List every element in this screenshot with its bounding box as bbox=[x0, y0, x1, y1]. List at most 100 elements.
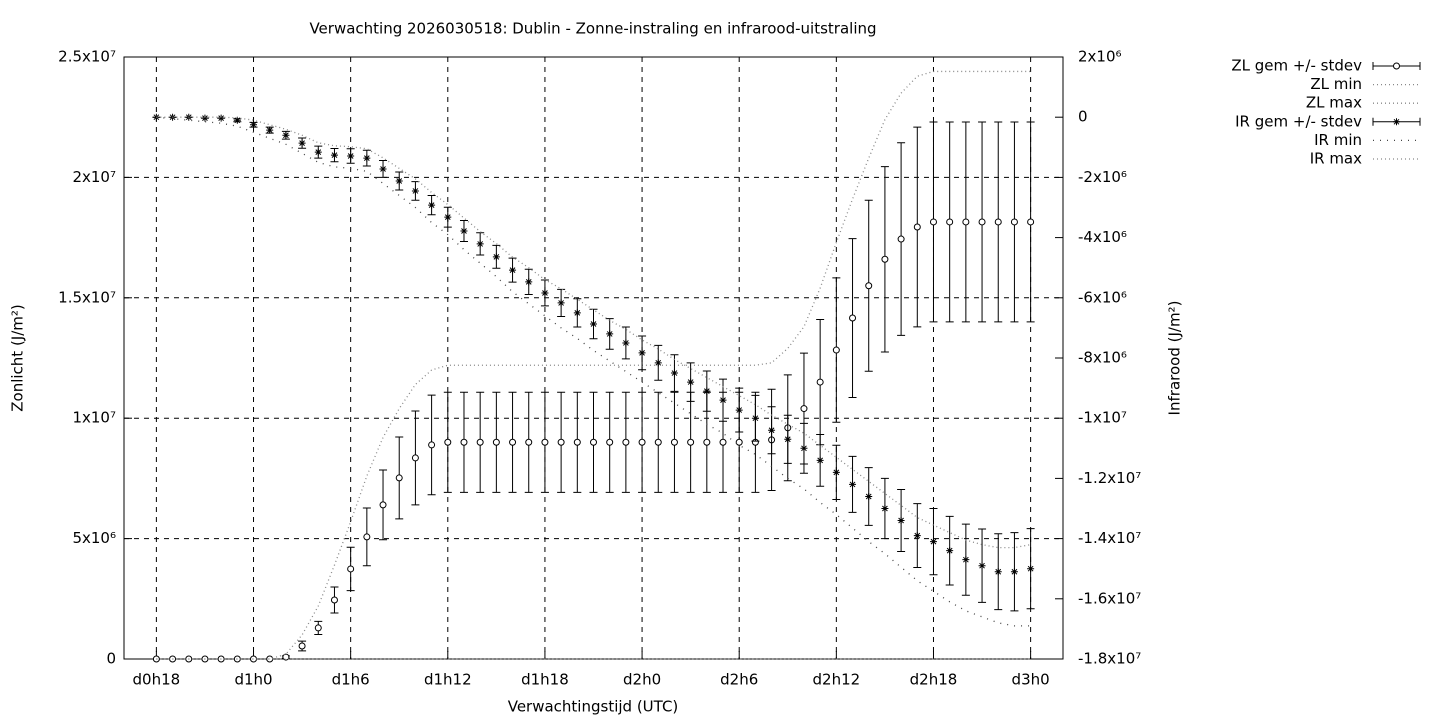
marker bbox=[509, 438, 517, 446]
marker bbox=[946, 218, 954, 226]
marker bbox=[379, 501, 387, 509]
marker bbox=[800, 405, 808, 413]
y2-tick-label: -4x10⁶ bbox=[1078, 228, 1127, 246]
y2-tick-label: -8x10⁶ bbox=[1078, 349, 1127, 367]
marker bbox=[687, 378, 695, 386]
y-tick-label: 5x10⁶ bbox=[72, 529, 116, 547]
marker bbox=[476, 438, 484, 446]
marker bbox=[379, 165, 387, 173]
marker bbox=[541, 289, 549, 297]
legend-marker bbox=[1393, 62, 1400, 70]
marker bbox=[395, 177, 403, 185]
marker bbox=[897, 235, 905, 243]
chart-title: Verwachting 2026030518: Dublin - Zonne-i… bbox=[309, 20, 876, 38]
y-axis-label: Zonlicht (J/m²) bbox=[9, 304, 27, 412]
x-tick-label: d1h0 bbox=[234, 671, 272, 689]
x-tick-label: d0h18 bbox=[133, 671, 181, 689]
marker bbox=[1027, 565, 1035, 573]
marker bbox=[152, 113, 160, 121]
marker bbox=[395, 474, 403, 482]
marker bbox=[638, 349, 646, 357]
marker bbox=[849, 480, 857, 488]
marker bbox=[962, 556, 970, 564]
marker bbox=[622, 438, 630, 446]
marker bbox=[411, 187, 419, 195]
marker bbox=[250, 121, 258, 129]
x-tick-label: d1h6 bbox=[332, 671, 370, 689]
y2-tick-label: -1.8x10⁷ bbox=[1078, 650, 1141, 668]
marker bbox=[735, 406, 743, 414]
marker bbox=[557, 438, 565, 446]
marker bbox=[282, 653, 290, 661]
marker bbox=[573, 438, 581, 446]
marker bbox=[865, 282, 873, 290]
marker bbox=[509, 266, 517, 274]
marker bbox=[460, 438, 468, 446]
marker bbox=[557, 299, 565, 307]
marker bbox=[347, 152, 355, 160]
legend-label: IR min bbox=[1314, 131, 1362, 149]
marker bbox=[330, 151, 338, 159]
marker bbox=[849, 314, 857, 322]
legend-label: IR max bbox=[1310, 150, 1362, 168]
marker bbox=[929, 538, 937, 546]
marker bbox=[444, 438, 452, 446]
marker bbox=[590, 320, 597, 328]
y-tick-label: 2x10⁷ bbox=[72, 168, 116, 186]
marker bbox=[638, 438, 646, 446]
marker bbox=[654, 359, 662, 367]
y2-axis-label: Infrarood (J/m²) bbox=[1166, 301, 1184, 416]
marker bbox=[233, 116, 241, 124]
marker bbox=[525, 438, 533, 446]
marker bbox=[703, 387, 711, 395]
marker bbox=[217, 114, 225, 122]
marker bbox=[929, 218, 937, 226]
series-line bbox=[156, 116, 1031, 549]
x-tick-label: d3h0 bbox=[1012, 671, 1050, 689]
marker bbox=[444, 213, 452, 221]
marker bbox=[784, 435, 792, 443]
series-line bbox=[156, 116, 1031, 627]
marker bbox=[832, 346, 840, 354]
marker bbox=[719, 438, 727, 446]
marker bbox=[428, 441, 436, 449]
y2-tick-label: -6x10⁶ bbox=[1078, 288, 1127, 306]
marker bbox=[719, 396, 727, 404]
marker bbox=[670, 438, 678, 446]
marker bbox=[994, 218, 1002, 226]
x-tick-label: d2h12 bbox=[813, 671, 861, 689]
x-axis-label: Verwachtingstijd (UTC) bbox=[508, 698, 679, 716]
y2-tick-label: -2x10⁶ bbox=[1078, 168, 1127, 186]
y-tick-label: 0 bbox=[106, 650, 116, 668]
x-tick-label: d1h12 bbox=[424, 671, 472, 689]
marker bbox=[298, 642, 306, 650]
series-line bbox=[156, 70, 1031, 660]
marker bbox=[946, 547, 954, 555]
marker bbox=[670, 369, 678, 377]
y2-tick-label: -1.2x10⁷ bbox=[1078, 469, 1141, 487]
plot-border bbox=[123, 56, 1064, 660]
marker bbox=[541, 438, 549, 446]
marker bbox=[525, 278, 533, 286]
marker bbox=[913, 532, 921, 540]
marker bbox=[1010, 568, 1018, 576]
y-tick-label: 1.5x10⁷ bbox=[58, 288, 116, 306]
y2-tick-label: -1x10⁷ bbox=[1078, 409, 1127, 427]
marker bbox=[768, 426, 776, 434]
marker bbox=[282, 131, 290, 139]
legend-label: ZL gem +/- stdev bbox=[1231, 57, 1362, 75]
marker bbox=[994, 568, 1002, 576]
marker bbox=[347, 565, 355, 573]
marker bbox=[622, 339, 630, 347]
marker bbox=[266, 655, 274, 663]
x-tick-label: d2h18 bbox=[910, 671, 958, 689]
x-tick-label: d2h6 bbox=[720, 671, 758, 689]
marker bbox=[460, 227, 468, 235]
marker bbox=[865, 492, 873, 500]
y2-tick-label: -1.4x10⁷ bbox=[1078, 529, 1141, 547]
marker bbox=[978, 562, 986, 570]
y-tick-label: 1x10⁷ bbox=[72, 409, 116, 427]
marker bbox=[735, 438, 743, 446]
marker bbox=[492, 253, 500, 261]
